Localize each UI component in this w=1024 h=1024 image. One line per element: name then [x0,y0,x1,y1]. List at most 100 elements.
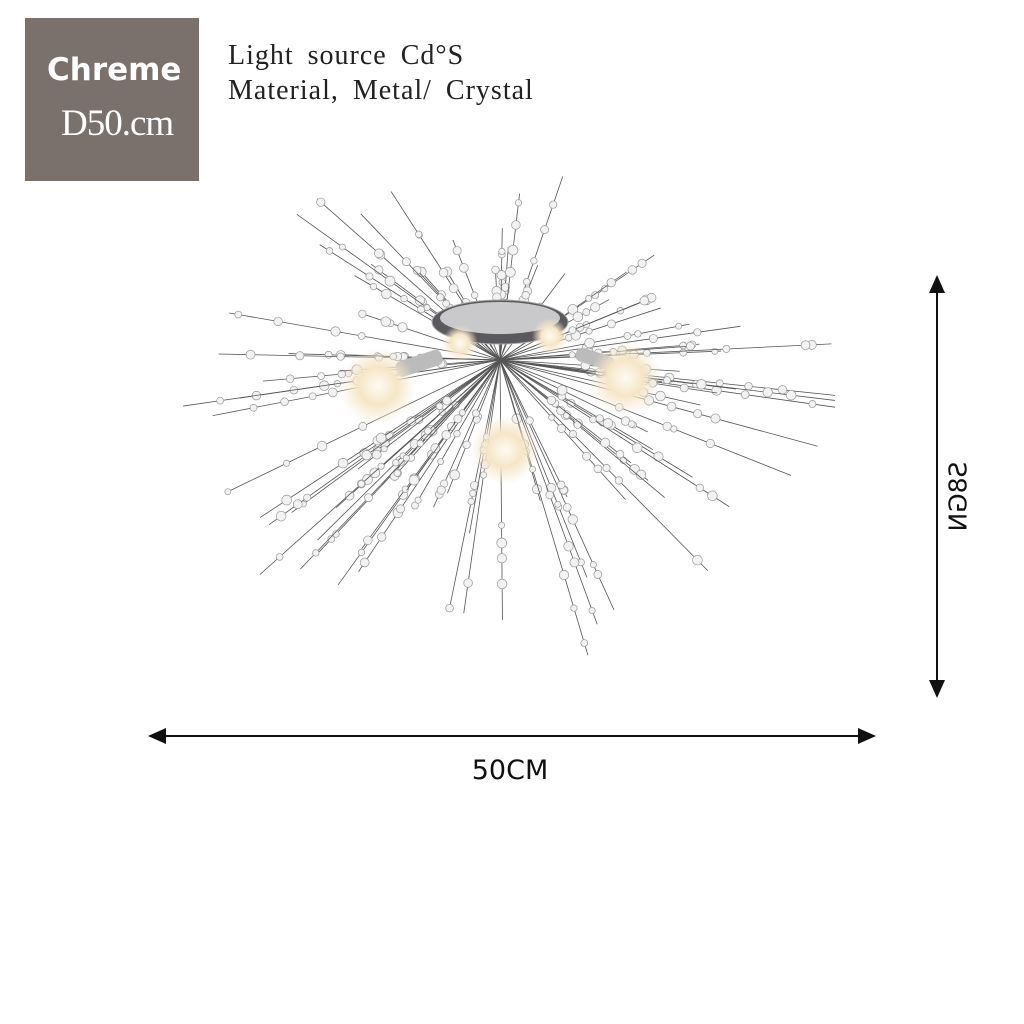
crystal [573,420,582,429]
crystal [710,413,721,424]
canopy-top [440,302,560,334]
crystal [634,330,642,338]
crystal [453,430,461,438]
crystal [615,450,625,459]
crystal [602,418,614,429]
crystal [393,469,401,477]
crystal [567,304,579,315]
crystal [740,390,750,399]
crystal [525,416,534,425]
crystal [438,267,449,278]
crystal [357,548,366,557]
crystal [453,414,463,424]
label-box: Chreme D50.cm [25,18,199,181]
crystal [582,308,591,317]
crystal [385,431,394,440]
crystal [496,537,508,549]
crystal [330,326,341,337]
crystal [696,379,707,390]
crystal [693,328,702,337]
crystal [569,430,577,439]
crystal [549,200,558,209]
crystal [273,316,283,327]
crystal [380,445,388,453]
crystal [312,549,320,557]
crystal [442,396,452,406]
crystal [511,220,521,230]
crystal [589,561,597,569]
crystal [374,248,384,259]
crystal [593,570,603,579]
crystal [800,340,811,350]
crystal [377,532,387,542]
bulb [340,348,416,424]
crystal [496,578,508,590]
crystal [548,413,555,421]
crystal [679,348,688,357]
crystal [722,345,731,353]
crystal [327,387,338,398]
crystal [679,341,687,350]
crystal [381,288,392,300]
crystal [316,197,326,207]
crystal [411,501,419,510]
height-label: S8GN [943,461,973,532]
crystal [415,230,423,238]
crystal [462,440,471,449]
crystal [627,265,637,275]
crystal [601,285,609,293]
crystal [380,316,391,327]
crystal [558,569,570,580]
branch [361,359,501,549]
crystal [554,500,562,508]
crystal [675,322,683,330]
crystal [371,449,382,460]
crystal [452,246,462,256]
crystal [663,376,672,385]
crystal [637,258,647,268]
crystal [281,494,292,506]
branch [499,343,832,361]
crystal [375,432,387,444]
width-label: 50CM [471,755,549,786]
crystal [308,392,317,401]
crystal [514,199,523,207]
crystal [364,493,373,503]
crystal [396,504,405,514]
crystal [570,604,578,612]
crystal [275,510,287,522]
crystal [614,476,623,485]
crystal [377,462,385,470]
bulb [471,416,539,484]
crystal [357,480,366,488]
crystal [545,490,554,500]
crystal [448,283,459,294]
crystal [693,409,703,419]
crystal [470,291,479,299]
crystal [359,557,370,568]
size: D50.cm [61,103,174,144]
bulb [442,325,478,361]
crystal [436,293,445,302]
crystal [216,396,224,405]
branch [499,359,730,507]
crystal [523,278,531,286]
crystal [540,225,549,235]
spec-line: Material, Metal/ Crystal [228,75,534,106]
crystal [762,387,773,398]
crystal [224,488,232,496]
crystal [459,263,469,273]
crystal [369,467,381,479]
bulb [589,342,661,414]
branch [300,359,501,570]
crystal [568,351,576,359]
crystal [531,484,542,495]
crystal [408,474,420,486]
crystal [785,389,797,401]
crystal [424,427,432,435]
crystal [591,291,600,300]
crystal [363,535,373,545]
crystal [585,294,593,302]
